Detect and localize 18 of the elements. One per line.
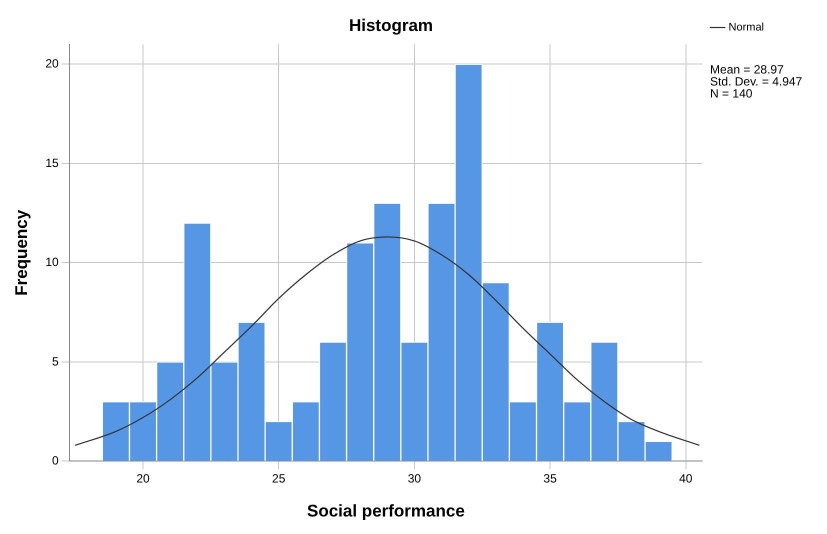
x-tick-label: 25 [272,472,286,486]
x-tick-label: 30 [408,472,422,486]
chart-title: Histogram [348,16,434,35]
y-tick-label: 10 [45,255,60,270]
y-axis-title: Frequency [12,209,31,296]
x-axis-title: Social performance [307,501,465,520]
y-tick-label: 20 [45,56,60,71]
text: Mean = 28.97 [710,62,784,77]
text: N = 140 [710,86,753,101]
y-tick-label: 5 [52,354,60,368]
text: Std. Dev. = 4.947 [710,74,803,89]
y-tick-label: 0 [52,454,60,468]
line-series [74,236,700,446]
x-tick-label: 40 [679,472,693,486]
x-tick-label: 20 [136,472,150,486]
x-tick-label: 35 [543,472,558,486]
y-tick-label: 15 [45,156,60,170]
legend-label: Normal [728,22,764,34]
